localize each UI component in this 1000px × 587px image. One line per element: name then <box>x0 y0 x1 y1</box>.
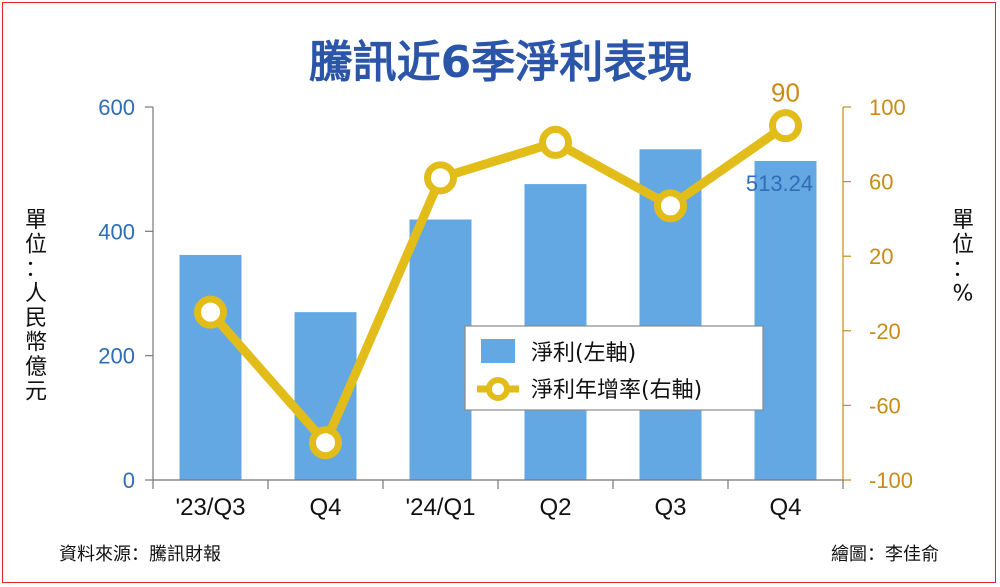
x-tick-label: '23/Q3 <box>176 494 246 521</box>
chart-title: 騰訊近6季淨利表現 <box>309 37 692 88</box>
x-tick-label: '24/Q1 <box>406 494 476 521</box>
line-point <box>654 189 687 223</box>
line-series <box>194 109 802 460</box>
bar-series <box>179 149 817 481</box>
legend-label-net-profit: 淨利(左軸) <box>531 341 636 366</box>
line-point <box>424 161 457 195</box>
bar <box>409 219 472 480</box>
right-tick-label: 20 <box>869 244 893 269</box>
right-axis: -100 -60 -20 20 60 100 <box>842 95 913 493</box>
x-axis: '23/Q3 Q4 '24/Q1 Q2 Q3 Q4 <box>152 479 844 521</box>
left-tick-label: 0 <box>123 468 135 493</box>
x-tick-label: Q3 <box>654 494 686 521</box>
growth-line <box>207 121 789 448</box>
right-tick-label: 100 <box>869 95 906 120</box>
left-tick-label: 600 <box>98 95 135 120</box>
right-tick-label: -20 <box>869 319 901 344</box>
line-point <box>769 109 802 143</box>
data-label-last-point: 90 <box>771 78 800 108</box>
x-tick-label: Q4 <box>769 494 801 521</box>
left-axis: 0 200 400 600 <box>98 95 154 493</box>
line-point <box>194 295 227 329</box>
legend-line-marker <box>486 377 510 401</box>
data-label-last-bar: 513.24 <box>746 171 813 196</box>
legend: 淨利(左軸) 淨利年增率(右軸) <box>464 325 764 411</box>
left-tick-label: 400 <box>98 219 135 244</box>
line-point <box>539 125 572 159</box>
right-tick-label: -60 <box>869 393 901 418</box>
right-tick-label: -100 <box>869 468 913 493</box>
left-axis-unit-label: 單位：人民幣億元 <box>25 208 47 405</box>
bar <box>754 160 817 481</box>
left-tick-label: 200 <box>98 344 135 369</box>
x-tick-label: Q4 <box>309 494 341 521</box>
right-axis-unit-label: 單位：% <box>952 208 974 307</box>
bar <box>179 254 242 480</box>
source-note: 資料來源：騰訊財報 <box>59 544 221 565</box>
legend-label-growth-rate: 淨利年增率(右軸) <box>531 378 702 403</box>
chart-svg: 騰訊近6季淨利表現 0 200 400 600 -100 -60 -20 20 60 100 單… <box>25 37 974 565</box>
credit-note: 繪圖：李佳俞 <box>831 544 939 565</box>
right-tick-label: 60 <box>869 170 893 195</box>
x-tick-label: Q2 <box>539 494 571 521</box>
line-point <box>309 426 342 460</box>
legend-bar-swatch <box>481 339 515 363</box>
